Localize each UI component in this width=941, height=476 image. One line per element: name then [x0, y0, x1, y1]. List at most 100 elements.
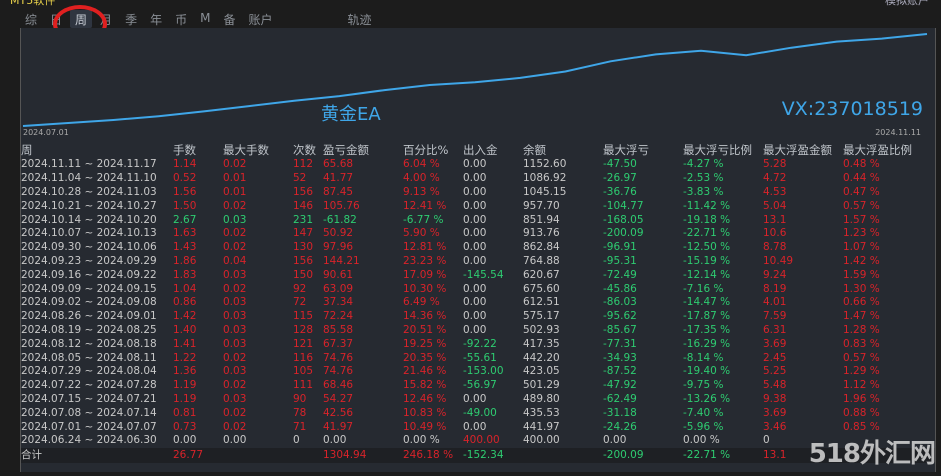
- table-cell: 0.00: [463, 199, 487, 212]
- table-cell: 0.00 %: [403, 434, 440, 447]
- table-cell: 10.83 %: [403, 406, 447, 419]
- table-cell: 71: [293, 420, 307, 433]
- table-cell: 1.56: [173, 185, 197, 198]
- table-cell: -16.29 %: [683, 337, 731, 350]
- table-cell: 2.67: [173, 213, 197, 226]
- table-cell: -92.22: [463, 337, 497, 350]
- table-row[interactable]: 2024.09.16 ~ 2024.09.22 1.83 0.03 150 90.61 1…: [21, 268, 935, 282]
- table-cell: 3.46: [763, 420, 787, 433]
- table-row[interactable]: 2024.07.15 ~ 2024.07.21 1.19 0.03 90 54.27 12…: [21, 393, 935, 407]
- table-row[interactable]: 2024.11.04 ~ 2024.11.10 0.52 0.01 52 41.77 4.…: [21, 172, 935, 186]
- chart-title: 黄金EA: [321, 104, 381, 125]
- table-cell: -36.76: [603, 185, 637, 198]
- column-header[interactable]: 盈亏金额: [323, 143, 369, 157]
- table-row[interactable]: 2024.10.07 ~ 2024.10.13 1.63 0.02 147 50.92 5…: [21, 227, 935, 241]
- table-cell: 2.45: [763, 351, 787, 364]
- column-header[interactable]: 最大浮亏比例: [683, 143, 752, 157]
- table-cell: 0.00 %: [683, 434, 720, 447]
- table-cell: [223, 447, 293, 463]
- table-cell: 0.00: [463, 254, 487, 267]
- column-header[interactable]: 百分比%: [403, 143, 449, 157]
- column-header[interactable]: 余额: [523, 143, 546, 157]
- tab-4[interactable]: 季: [125, 13, 138, 27]
- table-row[interactable]: 2024.08.12 ~ 2024.08.18 1.41 0.03 121 67.37 1…: [21, 337, 935, 351]
- table-row[interactable]: 2024.06.24 ~ 2024.06.30 0.00 0.00 0 0.00 0.00…: [21, 434, 935, 448]
- table-row[interactable]: 2024.10.21 ~ 2024.10.27 1.50 0.02 146 105.76…: [21, 199, 935, 213]
- column-header[interactable]: 手数: [173, 143, 196, 157]
- table-cell: 63.09: [323, 282, 354, 295]
- table-cell: 85.58: [323, 323, 354, 336]
- table-cell: 0.00: [463, 172, 487, 185]
- tab-8[interactable]: 备: [223, 13, 236, 27]
- table-cell: 0.52: [173, 172, 197, 185]
- table-cell: -49.00: [463, 406, 497, 419]
- table-cell: 41.77: [323, 172, 354, 185]
- tab-7[interactable]: M: [200, 11, 211, 25]
- table-row[interactable]: 2024.09.09 ~ 2024.09.15 1.04 0.02 92 63.09 10…: [21, 282, 935, 296]
- column-header[interactable]: 最大浮盈比例: [843, 143, 912, 157]
- table-row[interactable]: 2024.08.05 ~ 2024.08.11 1.22 0.02 116 74.76 2…: [21, 351, 935, 365]
- total-row[interactable]: 合计 26.77 1304.94 246.18 % -152.34 -200.09 -22.…: [21, 447, 935, 463]
- table-cell: 0: [763, 434, 770, 447]
- table-cell: 400.00: [463, 434, 500, 447]
- table-cell: 17.09 %: [403, 268, 447, 281]
- column-header[interactable]: 次数: [293, 143, 316, 157]
- table-cell: 0.48 %: [843, 158, 880, 171]
- table-cell: 0.03: [223, 365, 247, 378]
- table-row[interactable]: 2024.10.14 ~ 2024.10.20 2.67 0.03 231 -61.82…: [21, 213, 935, 227]
- table-cell: 0: [293, 434, 300, 447]
- table-cell: 913.76: [523, 227, 560, 240]
- table-row[interactable]: 2024.11.11 ~ 2024.11.17 1.14 0.02 112 65.68 6…: [21, 158, 935, 172]
- table-row[interactable]: 2024.07.22 ~ 2024.07.28 1.19 0.02 111 68.46 1…: [21, 379, 935, 393]
- table-row[interactable]: 2024.08.26 ~ 2024.09.01 1.42 0.03 115 72.24 1…: [21, 310, 935, 324]
- tab-5[interactable]: 年: [150, 13, 163, 27]
- tab-0[interactable]: 综: [25, 13, 38, 27]
- table-cell: 1152.60: [523, 158, 567, 171]
- column-header[interactable]: 出入金: [463, 143, 498, 157]
- table-cell: 97.96: [323, 241, 354, 254]
- table-cell: -61.82: [323, 213, 357, 226]
- column-header[interactable]: 最大浮盈金额: [763, 143, 832, 157]
- table-cell: 19.25 %: [403, 337, 447, 350]
- column-header[interactable]: 最大手数: [223, 143, 269, 157]
- table-cell: 2024.11.11 ~ 2024.11.17: [21, 158, 157, 171]
- table-row[interactable]: 2024.07.29 ~ 2024.08.04 1.36 0.03 105 74.76 2…: [21, 365, 935, 379]
- table-cell: 2024.08.05 ~ 2024.08.11: [21, 351, 157, 364]
- tab-10[interactable]: 轨迹: [347, 13, 372, 27]
- table-row[interactable]: 2024.07.08 ~ 2024.07.14 0.81 0.02 78 42.56 10…: [21, 406, 935, 420]
- table-cell: 42.56: [323, 406, 354, 419]
- table-row[interactable]: 2024.09.30 ~ 2024.10.06 1.43 0.02 130 97.96 1…: [21, 241, 935, 255]
- tab-9[interactable]: 账户: [248, 13, 273, 27]
- table-cell: 0.03: [223, 392, 247, 405]
- table-cell: 2024.09.30 ~ 2024.10.06: [21, 241, 157, 254]
- tab-6[interactable]: 币: [175, 13, 188, 27]
- table-cell: -7.40 %: [683, 406, 724, 419]
- table-row[interactable]: 2024.09.23 ~ 2024.09.29 1.86 0.04 156 144.21…: [21, 255, 935, 269]
- table-cell: 1.50: [173, 199, 197, 212]
- table-cell: 575.17: [523, 310, 560, 323]
- table-cell: 0.02: [223, 282, 247, 295]
- table-cell: 37.34: [323, 296, 354, 309]
- table-row[interactable]: 2024.08.19 ~ 2024.08.25 1.40 0.03 128 85.58 2…: [21, 324, 935, 338]
- table-cell: 764.88: [523, 254, 560, 267]
- table-cell: 1.63: [173, 227, 197, 240]
- column-header[interactable]: 周: [21, 143, 33, 157]
- column-header[interactable]: 最大浮亏: [603, 143, 649, 157]
- chart-start-date: 2024.07.01: [23, 128, 69, 137]
- table-cell: 0.57 %: [843, 199, 880, 212]
- table-row[interactable]: 2024.10.28 ~ 2024.11.03 1.56 0.01 156 87.45 9…: [21, 186, 935, 200]
- table-cell: 8.78: [763, 241, 787, 254]
- table-row[interactable]: 2024.07.01 ~ 2024.07.07 0.73 0.02 71 41.97 10…: [21, 420, 935, 434]
- table-cell: 0.00: [223, 434, 247, 447]
- table-cell: 5.28: [763, 158, 787, 171]
- table-cell: -86.03: [603, 296, 637, 309]
- table-cell: 2024.07.08 ~ 2024.07.14: [21, 406, 157, 419]
- table-cell: -22.71 %: [683, 227, 731, 240]
- table-cell: -26.97: [603, 172, 637, 185]
- table-cell: 1304.94: [323, 447, 403, 463]
- table-cell: 4.00 %: [403, 172, 440, 185]
- table-cell: 0.00: [463, 296, 487, 309]
- table-row[interactable]: 2024.09.02 ~ 2024.09.08 0.86 0.03 72 37.34 6.…: [21, 296, 935, 310]
- table-cell: 0.00: [323, 434, 347, 447]
- table-cell: 0.88 %: [843, 406, 880, 419]
